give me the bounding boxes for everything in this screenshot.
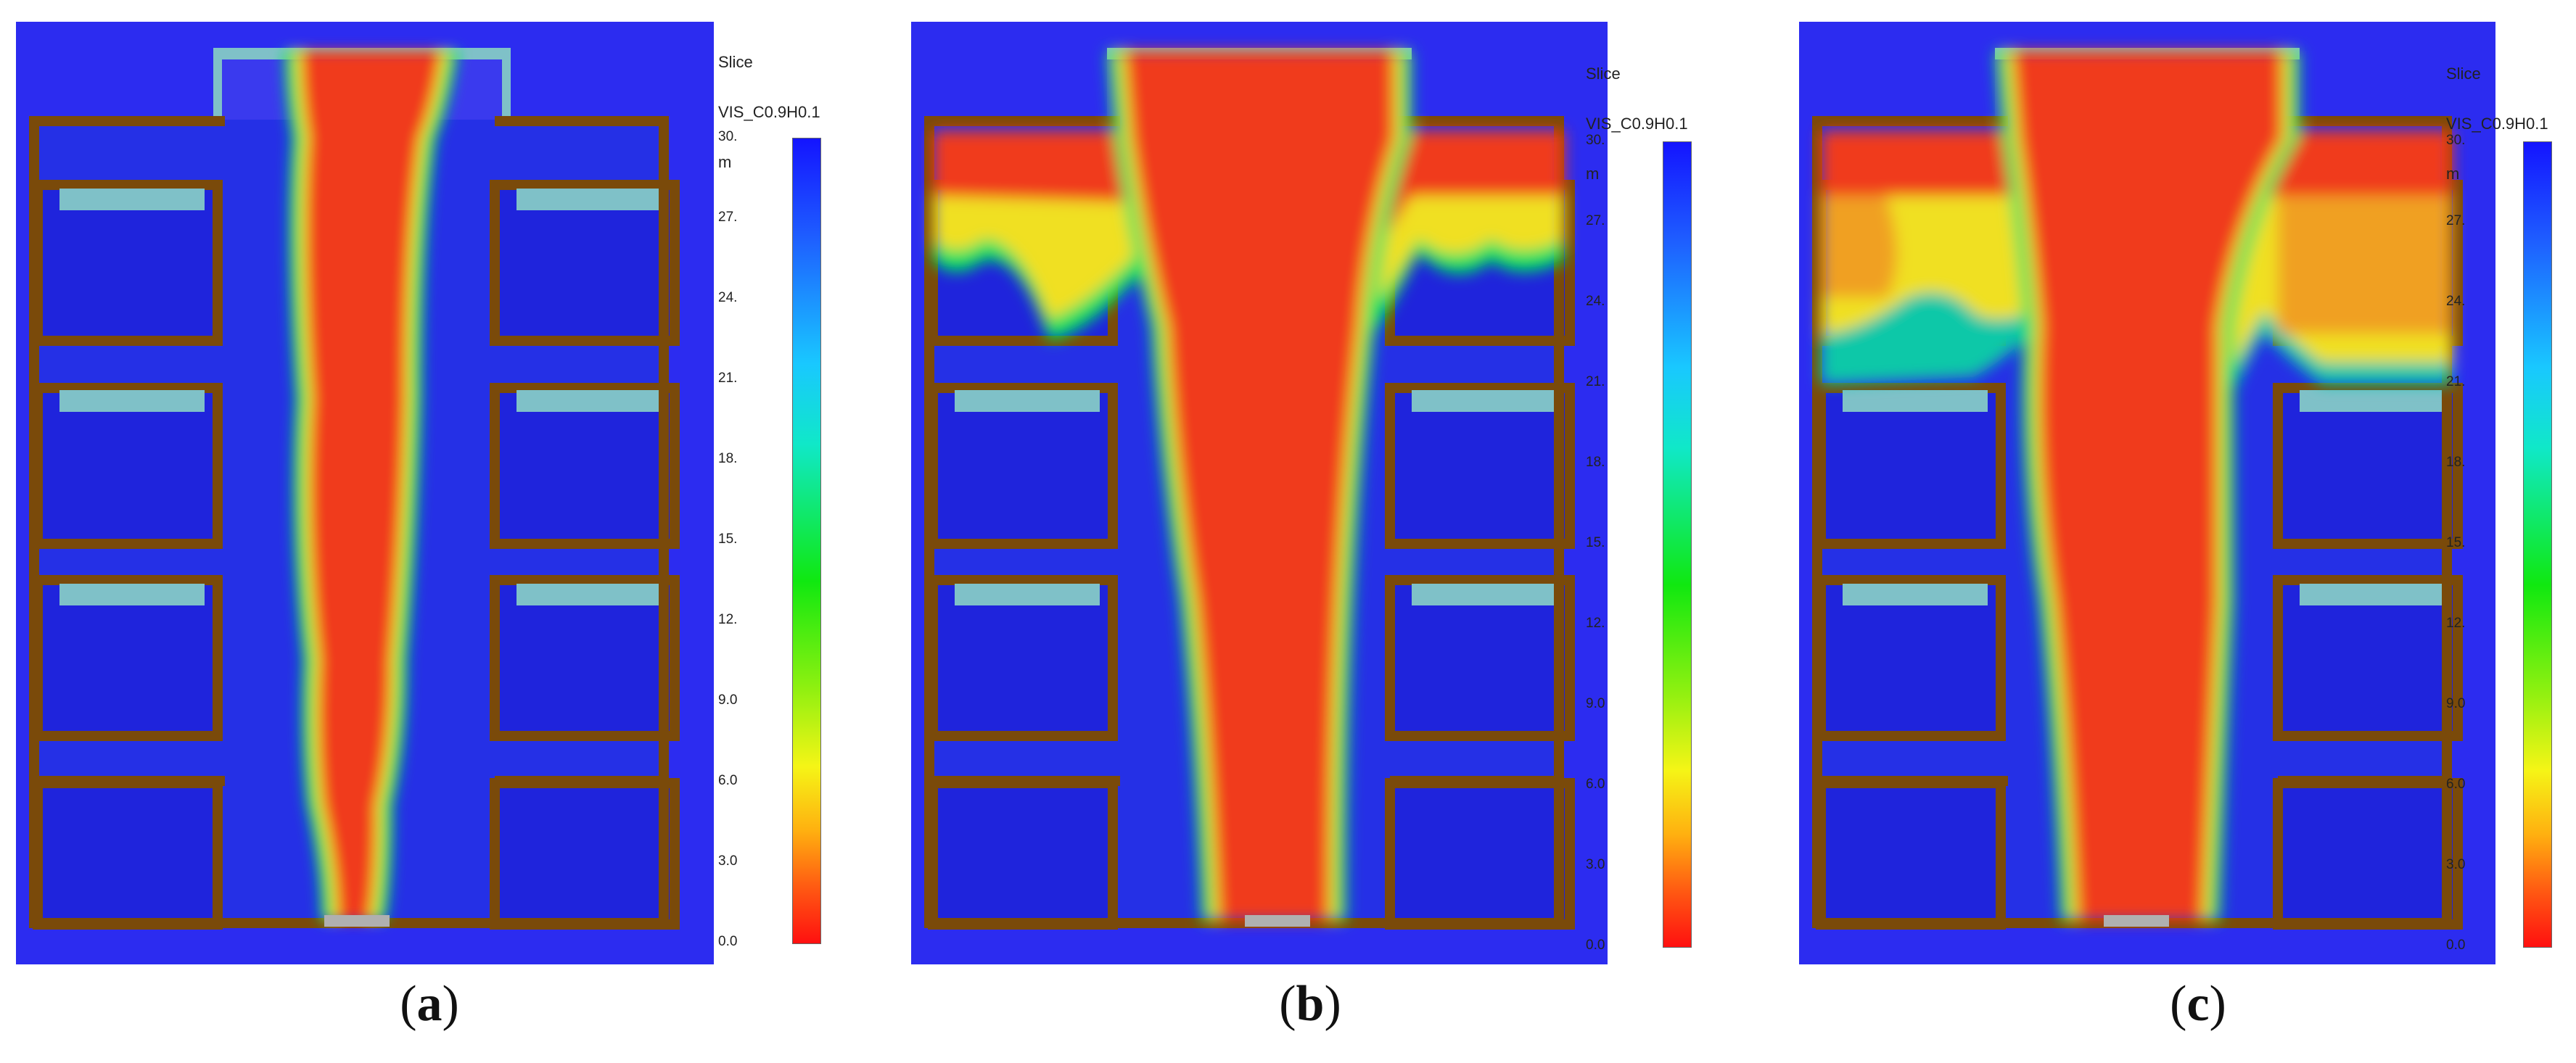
colorbar-tick-label: 9.0 [2446, 696, 2466, 711]
panel-a: Slice VIS_C0.9H0.1 m 30. 27. 24. 21. 18. 15. 1… [0, 0, 859, 1063]
colorbar-c [2523, 141, 2552, 948]
legend-title-a: Slice VIS_C0.9H0.1 m [718, 20, 820, 204]
colorbar-tick-label: 6.0 [718, 773, 738, 788]
caption-b: (b) [1279, 976, 1341, 1032]
colorbar-tick-label: 0.0 [718, 934, 738, 949]
colorbar-tick-label: 15. [1586, 535, 1605, 550]
legend-line-unit: m [718, 153, 732, 171]
caption-c: (c) [2170, 976, 2226, 1032]
colorbar-tick-label: 24. [2446, 294, 2466, 309]
colorbar-tick-label: 24. [1586, 294, 1605, 309]
legend-line-quantity: VIS_C0.9H0.1 [718, 103, 820, 121]
colorbar-tick-label: 21. [718, 371, 738, 386]
colorbar-tick-label: 15. [2446, 535, 2466, 550]
legend-line-quantity: VIS_C0.9H0.1 [1586, 115, 1688, 133]
colorbar-tick-label: 3.0 [1586, 857, 1605, 872]
legend-line-unit: m [2446, 165, 2460, 183]
colorbar-tick-label: 21. [2446, 374, 2466, 389]
legend-title-b: Slice VIS_C0.9H0.1 m [1586, 32, 1688, 215]
colorbar-tick-label: 12. [1586, 616, 1605, 631]
panel-b: Slice VIS_C0.9H0.1 m 30. 27. 24. 21. 18. 15. 1… [859, 0, 1718, 1063]
colorbar-tick-label: 27. [1586, 213, 1605, 228]
panel-c: Slice VIS_C0.9H0.1 m 30. 27. 24. 21. 18. 15. 1… [1718, 0, 2576, 1063]
colorbar-tick-label: 12. [2446, 616, 2466, 631]
colorbar-tick-label: 30. [718, 129, 738, 144]
colorbar-tick-label: 27. [2446, 213, 2466, 228]
colorbar-ticks-b: 30. 27. 24. 21. 18. 15. 12. 9.0 6.0 3.0 0.0 [1586, 133, 1629, 953]
colorbar-ticks-c: 30. 27. 24. 21. 18. 15. 12. 9.0 6.0 3.0 0.0 [2446, 133, 2490, 953]
smoke-visibility-slice-c [1799, 22, 2495, 964]
colorbar-ticks-a: 30. 27. 24. 21. 18. 15. 12. 9.0 6.0 3.0 0.0 [718, 129, 762, 949]
colorbar-tick-label: 21. [1586, 374, 1605, 389]
legend-line-quantity: VIS_C0.9H0.1 [2446, 115, 2548, 133]
legend-line-slice: Slice [2446, 65, 2481, 83]
caption-a: (a) [400, 976, 459, 1032]
colorbar-tick-label: 30. [1586, 133, 1605, 148]
colorbar-tick-label: 24. [718, 290, 738, 305]
colorbar-tick-label: 0.0 [1586, 938, 1605, 953]
colorbar-tick-label: 30. [2446, 133, 2466, 148]
colorbar-tick-label: 18. [1586, 455, 1605, 470]
legend-line-unit: m [1586, 165, 1600, 183]
colorbar-tick-label: 6.0 [2446, 777, 2466, 792]
colorbar-tick-label: 6.0 [1586, 777, 1605, 792]
legend-line-slice: Slice [1586, 65, 1621, 83]
smoke-visibility-slice-a [16, 22, 714, 964]
colorbar-tick-label: 18. [2446, 455, 2466, 470]
colorbar-tick-label: 27. [718, 210, 738, 225]
colorbar-b [1663, 141, 1692, 948]
smoke-visibility-slice-b [911, 22, 1608, 964]
colorbar-tick-label: 0.0 [2446, 938, 2466, 953]
colorbar-tick-label: 3.0 [718, 853, 738, 869]
colorbar-tick-label: 12. [718, 612, 738, 627]
colorbar-a [792, 138, 821, 944]
legend-line-slice: Slice [718, 53, 753, 71]
legend-title-c: Slice VIS_C0.9H0.1 m [2446, 32, 2548, 215]
colorbar-tick-label: 9.0 [1586, 696, 1605, 711]
colorbar-tick-label: 18. [718, 451, 738, 466]
colorbar-tick-label: 3.0 [2446, 857, 2466, 872]
colorbar-tick-label: 15. [718, 532, 738, 547]
colorbar-tick-label: 9.0 [718, 692, 738, 708]
